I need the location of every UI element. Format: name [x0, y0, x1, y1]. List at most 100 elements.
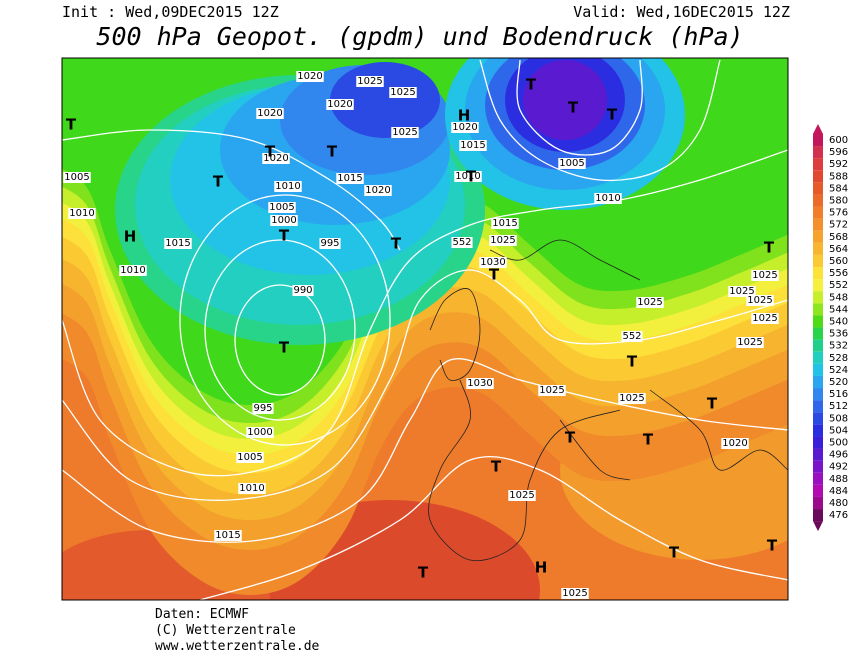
colorbar-swatch — [813, 351, 823, 364]
isobar-label-group: 995 — [319, 238, 341, 249]
isobar-label: 1010 — [455, 171, 480, 182]
colorbar-label: 528 — [829, 353, 848, 364]
colorbar-label: 584 — [829, 183, 848, 194]
isobar-label-box — [268, 202, 296, 213]
isobar-label-box — [119, 265, 147, 276]
colorbar-swatch — [813, 267, 823, 280]
isobar — [204, 239, 356, 421]
isobar-label-box — [459, 140, 487, 151]
isobar-label-box — [389, 87, 417, 98]
isobar-label-group: 1025 — [751, 270, 779, 281]
colorbar-label: 480 — [829, 498, 848, 509]
isobar-label-box — [326, 99, 354, 110]
isobar-label-group: 552 — [621, 331, 643, 342]
isobar-label: 1025 — [392, 127, 417, 138]
isobar-label: 1025 — [637, 297, 662, 308]
isobar-label-box — [270, 215, 298, 226]
coastline — [649, 389, 788, 471]
isobar-label-box — [454, 171, 482, 182]
colorbar-label: 552 — [829, 280, 848, 291]
isobar-label: 1025 — [737, 337, 762, 348]
isobar-label: 1000 — [247, 427, 272, 438]
pressure-center: T — [627, 353, 638, 371]
isobar-label-group: 1020 — [296, 71, 324, 82]
isobar — [179, 194, 391, 446]
isobar-label-group: 1015 — [164, 238, 192, 249]
isobar-label-group: 1025 — [391, 127, 419, 138]
isobar-label-box — [736, 337, 764, 348]
colorbar-label: 548 — [829, 292, 848, 303]
isobar-label-box — [466, 378, 494, 389]
isobar-label-box — [274, 181, 302, 192]
isobar-label-box — [594, 193, 622, 204]
isobar-label-group: 1020 — [326, 99, 354, 110]
isobar-label: 995 — [253, 403, 272, 414]
colorbar-label: 588 — [829, 171, 848, 182]
isobar-label-box — [336, 173, 364, 184]
isobar-label-group: 1025 — [538, 385, 566, 396]
colorbar-swatch — [813, 339, 823, 352]
isobar — [62, 149, 788, 477]
colorbar-label: 524 — [829, 365, 848, 376]
isobar-label-box — [479, 257, 507, 268]
colorbar-label: 476 — [829, 510, 848, 521]
colorbar-cap — [813, 123, 823, 134]
colorbar-label: 532 — [829, 341, 848, 352]
isobar-label-group: 1025 — [508, 490, 536, 501]
pressure-center: T — [418, 564, 429, 582]
isobar-label-group: 1025 — [389, 87, 417, 98]
colorbar-label: 508 — [829, 413, 848, 424]
isobar-label-box — [728, 286, 756, 297]
isobar-label-group: 1030 — [466, 378, 494, 389]
isobar-label-box — [451, 122, 479, 133]
colorbar-swatch — [813, 133, 823, 147]
isobar-label: 1005 — [64, 172, 89, 183]
isobar-label-box — [296, 71, 324, 82]
colorbar-swatch — [813, 194, 823, 207]
isobar-label-box — [319, 238, 341, 249]
isobar-label: 1010 — [69, 208, 94, 219]
isobar-label-group: 1025 — [636, 297, 664, 308]
isobar-label: 1025 — [357, 76, 382, 87]
isobar-label-box — [508, 490, 536, 501]
pressure-center: T — [279, 339, 290, 357]
isobar-label: 995 — [320, 238, 339, 249]
isobar-label: 1025 — [619, 393, 644, 404]
isobar-label-group: 1005 — [236, 452, 264, 463]
isobar-label-box — [751, 313, 779, 324]
isobar-label-group: 1025 — [746, 295, 774, 306]
isobar-label-group: 1020 — [256, 108, 284, 119]
pressure-center: T — [491, 458, 502, 476]
isobar-label: 1005 — [269, 202, 294, 213]
colorbar-label: 500 — [829, 438, 848, 449]
isobar-label-box — [236, 452, 264, 463]
isobar-label-group: 990 — [292, 285, 314, 296]
colorbar-swatch — [813, 388, 823, 401]
colorbar-label: 504 — [829, 425, 848, 436]
isobar-label-group: 995 — [252, 403, 274, 414]
isobar-label-group: 1025 — [489, 235, 517, 246]
colorbar-swatch — [813, 279, 823, 292]
colorbar-swatch — [813, 509, 823, 522]
pressure-center: T — [391, 235, 402, 253]
isobar-label-group: 1015 — [336, 173, 364, 184]
pressure-center: T — [526, 76, 537, 94]
isobar-label: 1015 — [492, 218, 517, 229]
colorbar-label: 592 — [829, 159, 848, 170]
pressure-center: T — [279, 227, 290, 245]
isobar-label: 1030 — [467, 378, 492, 389]
pressure-center: T — [568, 99, 579, 117]
isobar-label-box — [364, 185, 392, 196]
isobar-label-box — [636, 297, 664, 308]
coastline — [489, 239, 641, 281]
colorbar-label: 580 — [829, 196, 848, 207]
isobar-label: 1020 — [297, 71, 322, 82]
colorbar-label: 496 — [829, 450, 848, 461]
isobar-label-box — [451, 237, 473, 248]
isobar-label: 1010 — [120, 265, 145, 276]
pressure-center: T — [707, 395, 718, 413]
pressure-center: T — [565, 429, 576, 447]
colorbar-swatch — [813, 472, 823, 485]
isobar — [62, 358, 788, 543]
isobar-label: 1005 — [559, 158, 584, 169]
